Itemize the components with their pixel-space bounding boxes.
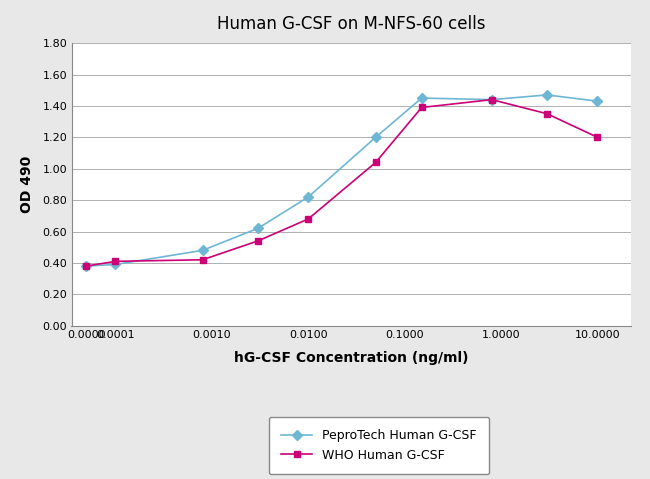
Line: PeproTech Human G-CSF: PeproTech Human G-CSF: [83, 91, 601, 270]
PeproTech Human G-CSF: [304, 194, 312, 200]
WHO Human G-CSF: [488, 97, 496, 103]
WHO Human G-CSF: [83, 263, 90, 269]
Legend: PeproTech Human G-CSF, WHO Human G-CSF: PeproTech Human G-CSF, WHO Human G-CSF: [268, 417, 489, 474]
WHO Human G-CSF: [199, 257, 207, 262]
WHO Human G-CSF: [593, 135, 601, 140]
WHO Human G-CSF: [254, 238, 262, 244]
PeproTech Human G-CSF: [543, 92, 551, 98]
WHO Human G-CSF: [418, 104, 426, 110]
PeproTech Human G-CSF: [593, 98, 601, 104]
WHO Human G-CSF: [304, 216, 312, 222]
Title: Human G-CSF on M-NFS-60 cells: Human G-CSF on M-NFS-60 cells: [216, 15, 486, 33]
WHO Human G-CSF: [372, 160, 380, 165]
PeproTech Human G-CSF: [199, 248, 207, 253]
PeproTech Human G-CSF: [254, 226, 262, 231]
X-axis label: hG-CSF Concentration (ng/ml): hG-CSF Concentration (ng/ml): [234, 351, 468, 365]
WHO Human G-CSF: [543, 111, 551, 116]
PeproTech Human G-CSF: [418, 95, 426, 101]
PeproTech Human G-CSF: [112, 262, 120, 267]
PeproTech Human G-CSF: [488, 97, 496, 103]
Line: WHO Human G-CSF: WHO Human G-CSF: [83, 96, 601, 270]
PeproTech Human G-CSF: [372, 135, 380, 140]
Y-axis label: OD 490: OD 490: [20, 156, 34, 213]
PeproTech Human G-CSF: [83, 263, 90, 269]
WHO Human G-CSF: [112, 259, 120, 264]
